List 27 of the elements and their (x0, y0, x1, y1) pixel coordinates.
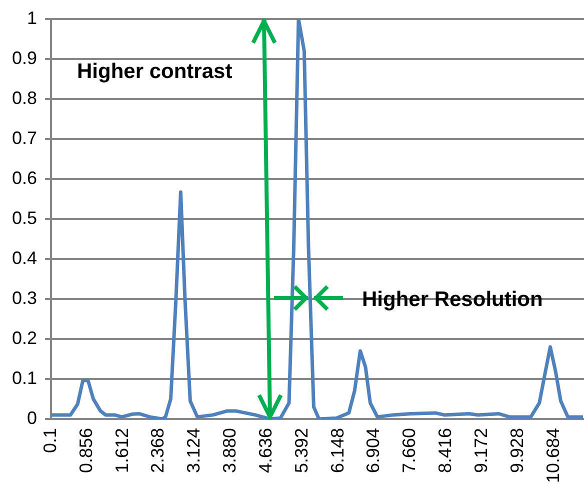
y-tick-label: 1 (27, 8, 38, 28)
x-tick-label: 7.660 (399, 428, 420, 473)
y-tick-label: 0.2 (12, 328, 38, 348)
y-tick-label: 0.4 (12, 248, 38, 268)
x-tick-label: 1.612 (112, 428, 132, 473)
x-tick-label: 9.172 (470, 428, 491, 473)
x-tick-label: 5.392 (291, 428, 312, 473)
y-tick-label: 0.1 (12, 368, 38, 388)
x-tick-label: 4.636 (255, 428, 276, 473)
y-tick-label: 0.8 (12, 88, 38, 108)
x-tick-label: 0.856 (76, 428, 96, 473)
x-tick-label: 9.928 (506, 428, 527, 473)
y-tick-label: 0.9 (12, 48, 38, 68)
y-tick-label: 0 (27, 408, 38, 428)
x-tick-label: 3.880 (220, 428, 240, 473)
y-tick-label: 0.3 (12, 288, 38, 308)
y-tick-label: 0.7 (12, 128, 38, 148)
y-tick-label: 0.6 (12, 168, 38, 188)
x-tick-label: 6.904 (363, 428, 384, 473)
x-tick-label: 3.124 (184, 428, 204, 473)
annotation: Higher contrast (77, 60, 232, 83)
x-tick-label: 6.148 (327, 428, 348, 473)
x-tick-label: 10.684 (542, 428, 563, 484)
y-tick-label: 0.5 (12, 208, 38, 228)
x-tick-label: 2.368 (148, 428, 168, 473)
annotation: Higher Resolution (362, 288, 543, 311)
x-tick-label: 8.416 (435, 428, 456, 473)
